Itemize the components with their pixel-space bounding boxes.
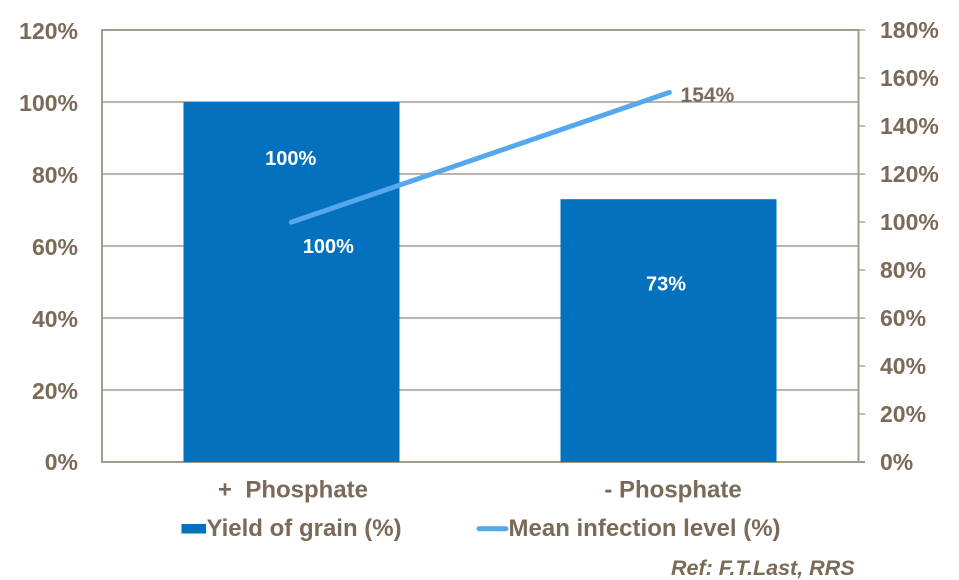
svg-text:73%: 73% [646, 274, 686, 296]
svg-text:Ref: F.T.Last, RRS: Ref: F.T.Last, RRS [671, 556, 855, 580]
svg-text:120%: 120% [880, 161, 939, 187]
svg-text:100%: 100% [303, 236, 354, 258]
svg-text:100%: 100% [265, 148, 316, 170]
svg-text:60%: 60% [32, 234, 78, 260]
svg-text:80%: 80% [32, 162, 78, 188]
svg-text:100%: 100% [19, 90, 78, 116]
svg-text:154%: 154% [681, 84, 735, 107]
svg-text:180%: 180% [880, 17, 939, 43]
svg-text:100%: 100% [880, 209, 939, 235]
svg-text:0%: 0% [880, 449, 913, 475]
svg-text:0%: 0% [45, 449, 78, 475]
svg-text:- Phosphate: - Phosphate [604, 477, 741, 504]
svg-text:40%: 40% [32, 306, 78, 332]
svg-text:Mean infection level (%): Mean infection level (%) [509, 515, 781, 542]
svg-text:+ Phosphate: + Phosphate [218, 477, 368, 504]
svg-text:40%: 40% [880, 353, 926, 379]
svg-text:80%: 80% [880, 257, 926, 283]
svg-text:20%: 20% [32, 378, 78, 404]
svg-text:120%: 120% [19, 18, 78, 44]
svg-text:160%: 160% [880, 65, 939, 91]
svg-text:140%: 140% [880, 113, 939, 139]
svg-text:20%: 20% [880, 401, 926, 427]
svg-text:Yield of grain (%): Yield of grain (%) [207, 515, 402, 542]
svg-text:60%: 60% [880, 305, 926, 331]
